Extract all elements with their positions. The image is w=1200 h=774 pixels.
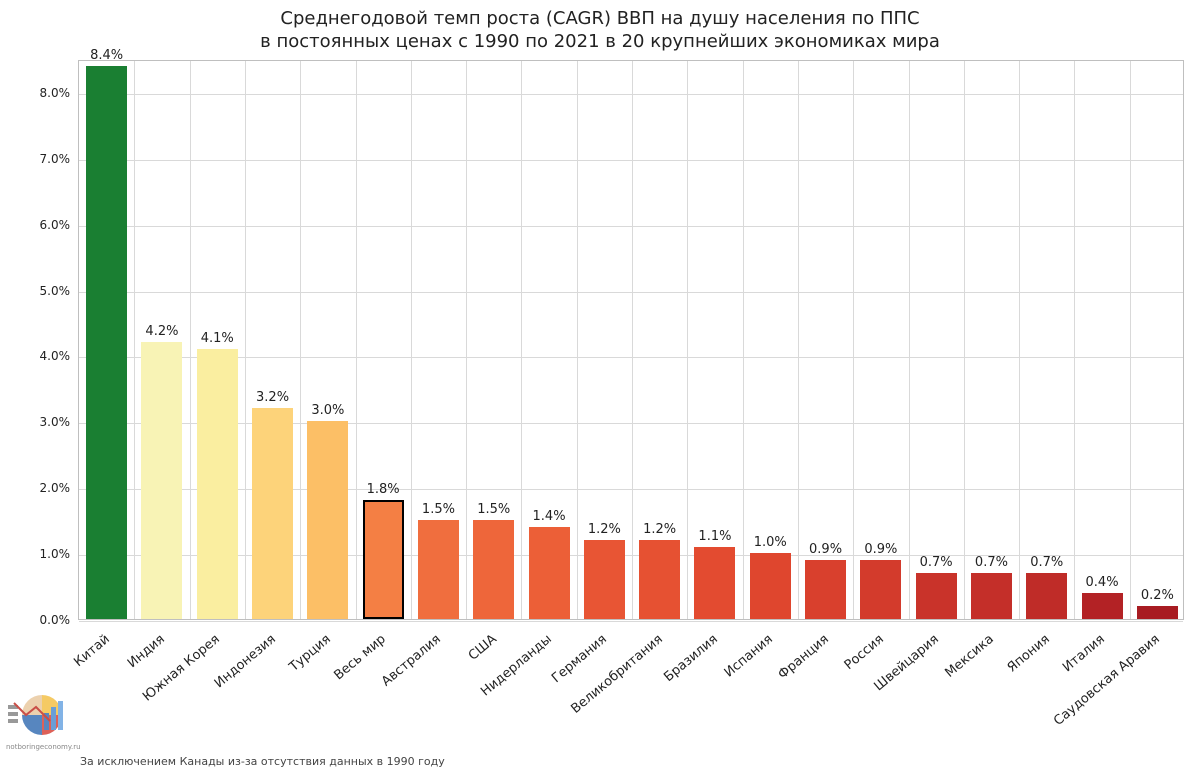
y-tick-label: 7.0% (0, 152, 70, 166)
bar-value-label: 0.7% (1030, 555, 1063, 570)
y-tick-label: 1.0% (0, 547, 70, 561)
bar-value-label: 1.2% (643, 522, 676, 537)
bar (860, 560, 901, 619)
bar (473, 520, 514, 619)
bar (1026, 573, 1067, 619)
y-tick-label: 6.0% (0, 218, 70, 232)
bar-value-label: 0.7% (920, 555, 953, 570)
bar (363, 500, 404, 619)
gridline-v (632, 61, 633, 619)
gridline-v (134, 61, 135, 619)
bar (1137, 606, 1178, 619)
bar (971, 573, 1012, 619)
bar (750, 553, 791, 619)
bar (694, 547, 735, 619)
gridline-v (1019, 61, 1020, 619)
bar (639, 540, 680, 619)
bar-value-label: 0.9% (809, 542, 842, 557)
y-tick-label: 5.0% (0, 284, 70, 298)
gridline-v (411, 61, 412, 619)
chart-title-line1: Среднегодовой темп роста (CAGR) ВВП на д… (0, 8, 1200, 31)
footnote-text: За исключением Канады из-за отсутствия д… (80, 755, 445, 768)
bar-value-label: 4.1% (201, 331, 234, 346)
bar-value-label: 8.4% (90, 48, 123, 63)
chart-title: Среднегодовой темп роста (CAGR) ВВП на д… (0, 8, 1200, 53)
bar (86, 66, 127, 619)
gridline-v (687, 61, 688, 619)
bar-value-label: 1.1% (698, 529, 731, 544)
bar-value-label: 0.4% (1086, 575, 1119, 590)
bar-value-label: 1.8% (367, 482, 400, 497)
bar (307, 421, 348, 619)
bar-value-label: 1.0% (754, 535, 787, 550)
bar-value-label: 0.7% (975, 555, 1008, 570)
bar-value-label: 4.2% (145, 324, 178, 339)
bar (252, 408, 293, 619)
source-logo: notboringeconomy.ru (6, 685, 81, 751)
plot-area: 8.4%4.2%4.1%3.2%3.0%1.8%1.5%1.5%1.4%1.2%… (78, 60, 1184, 620)
y-tick-label: 3.0% (0, 415, 70, 429)
y-tick-label: 2.0% (0, 481, 70, 495)
bar (197, 349, 238, 619)
gridline-v (909, 61, 910, 619)
y-tick-label: 0.0% (0, 613, 70, 627)
gridline-v (1074, 61, 1075, 619)
bar (141, 342, 182, 619)
bar-value-label: 3.2% (256, 390, 289, 405)
bar-value-label: 3.0% (311, 403, 344, 418)
gridline-v (300, 61, 301, 619)
bar-value-label: 1.4% (533, 509, 566, 524)
bar (584, 540, 625, 619)
gridline-v (577, 61, 578, 619)
bar-value-label: 1.2% (588, 522, 621, 537)
gridline-v (798, 61, 799, 619)
bar (529, 527, 570, 619)
bar-value-label: 0.9% (864, 542, 897, 557)
bar (1082, 593, 1123, 619)
gridline-v (853, 61, 854, 619)
gridline-v (466, 61, 467, 619)
bar (805, 560, 846, 619)
bar (916, 573, 957, 619)
gridline-v (521, 61, 522, 619)
gridline-v (1130, 61, 1131, 619)
y-tick-label: 8.0% (0, 86, 70, 100)
gridline-v (743, 61, 744, 619)
chart-title-line2: в постоянных ценах с 1990 по 2021 в 20 к… (0, 31, 1200, 54)
gridline-v (245, 61, 246, 619)
gridline-v (190, 61, 191, 619)
chart-figure: Среднегодовой темп роста (CAGR) ВВП на д… (0, 0, 1200, 774)
gridline-h (79, 621, 1183, 622)
source-logo-caption: notboringeconomy.ru (6, 743, 81, 751)
bar-value-label: 1.5% (477, 502, 510, 517)
bar-value-label: 1.5% (422, 502, 455, 517)
y-tick-label: 4.0% (0, 349, 70, 363)
bar-value-label: 0.2% (1141, 588, 1174, 603)
gridline-v (964, 61, 965, 619)
bar (418, 520, 459, 619)
gridline-v (356, 61, 357, 619)
